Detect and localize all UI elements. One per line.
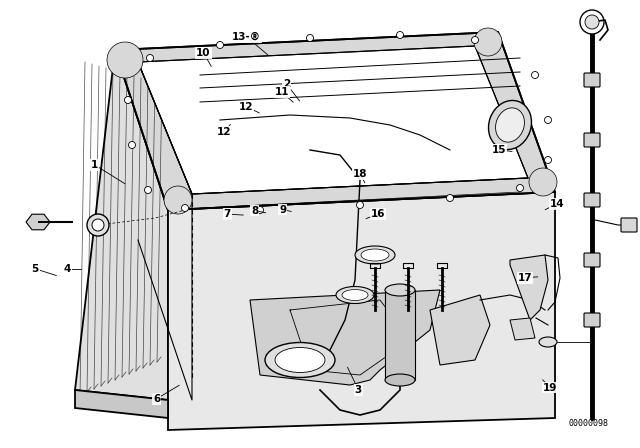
Text: 17: 17 (518, 273, 532, 283)
Circle shape (216, 42, 223, 48)
Text: 16: 16 (371, 209, 385, 219)
Circle shape (531, 72, 538, 78)
Circle shape (182, 204, 189, 211)
Circle shape (125, 96, 131, 103)
Text: 14: 14 (550, 199, 564, 209)
Text: 00000098: 00000098 (569, 419, 609, 428)
Text: 15: 15 (492, 145, 506, 155)
Ellipse shape (539, 337, 557, 347)
FancyBboxPatch shape (584, 133, 600, 147)
Text: 12: 12 (239, 102, 253, 112)
Polygon shape (138, 46, 528, 194)
FancyBboxPatch shape (584, 73, 600, 87)
Ellipse shape (495, 108, 524, 142)
Text: 19: 19 (543, 383, 557, 392)
Text: 18: 18 (353, 169, 367, 179)
Circle shape (145, 186, 152, 194)
Polygon shape (115, 32, 555, 210)
Circle shape (529, 168, 557, 196)
Polygon shape (510, 255, 548, 320)
Circle shape (516, 185, 524, 191)
Ellipse shape (385, 374, 415, 386)
Circle shape (147, 55, 154, 61)
Ellipse shape (87, 214, 109, 236)
Circle shape (472, 36, 479, 43)
Ellipse shape (342, 289, 368, 301)
Text: 12: 12 (217, 127, 231, 137)
Circle shape (397, 31, 403, 39)
Polygon shape (510, 318, 535, 340)
Text: 11: 11 (275, 87, 289, 97)
Text: 1: 1 (91, 160, 99, 170)
Text: 5: 5 (31, 264, 39, 274)
Text: 4: 4 (63, 264, 71, 274)
Text: 9: 9 (279, 205, 287, 215)
Circle shape (356, 202, 364, 208)
Text: 8: 8 (251, 206, 259, 215)
Circle shape (447, 194, 454, 202)
Text: 7: 7 (223, 209, 231, 219)
Ellipse shape (361, 249, 389, 261)
FancyBboxPatch shape (584, 193, 600, 207)
Circle shape (107, 42, 143, 78)
Circle shape (545, 156, 552, 164)
Circle shape (580, 10, 604, 34)
Polygon shape (250, 290, 440, 385)
Circle shape (307, 34, 314, 42)
Text: 6: 6 (153, 394, 161, 404)
Circle shape (257, 207, 264, 214)
Circle shape (545, 116, 552, 124)
Ellipse shape (385, 284, 415, 296)
Ellipse shape (265, 343, 335, 378)
Text: 3: 3 (355, 385, 362, 395)
Text: 10: 10 (196, 48, 211, 58)
FancyBboxPatch shape (621, 218, 637, 232)
Circle shape (164, 186, 192, 214)
Text: 2: 2 (283, 79, 291, 89)
Polygon shape (26, 214, 50, 230)
Polygon shape (75, 50, 168, 400)
Polygon shape (430, 295, 490, 365)
FancyBboxPatch shape (584, 253, 600, 267)
Circle shape (474, 28, 502, 56)
Polygon shape (75, 390, 168, 418)
Ellipse shape (275, 348, 325, 372)
Text: 13-®: 13-® (232, 32, 261, 42)
FancyBboxPatch shape (584, 313, 600, 327)
Circle shape (585, 15, 599, 29)
Polygon shape (168, 192, 555, 430)
Circle shape (129, 142, 136, 148)
Polygon shape (385, 290, 415, 380)
Ellipse shape (336, 287, 374, 303)
Ellipse shape (355, 246, 395, 264)
Ellipse shape (92, 219, 104, 231)
Ellipse shape (488, 100, 531, 150)
